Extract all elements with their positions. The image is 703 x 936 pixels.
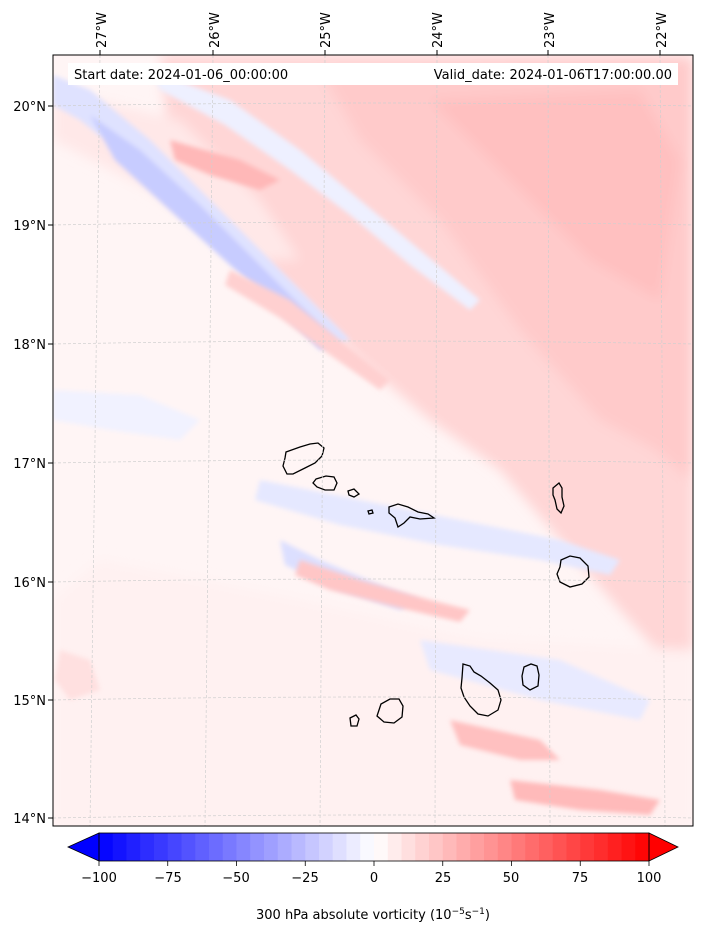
lat-label-18n: 18°N [13, 338, 46, 353]
latitude-labels: 20°N 19°N 18°N 17°N 16°N 15°N 14°N [13, 100, 53, 827]
island-brava [349, 714, 360, 727]
colorbar-segment [401, 833, 416, 861]
lat-label-14n: 14°N [13, 812, 46, 827]
colorbar: −100 −75 −50 −25 0 25 50 75 100 300 hPa … [67, 832, 679, 923]
lat-label-15n: 15°N [13, 694, 46, 709]
cbar-label-exp1: −5 [452, 907, 465, 917]
gridlines [53, 55, 693, 826]
cbar-tick-label: −75 [154, 871, 181, 886]
colorbar-extend-max [648, 832, 679, 862]
lat-label-19n: 19°N [13, 219, 46, 234]
longitude-labels: 27°W 26°W 25°W 24°W 23°W 22°W [95, 12, 670, 55]
date-annotation-box [68, 63, 678, 85]
colorbar-segment [222, 833, 237, 861]
lon-label-23w: 23°W [543, 12, 558, 48]
colorbar-segment [470, 833, 485, 861]
colorbar-ticks [98, 861, 650, 866]
colorbar-segment [429, 833, 444, 861]
lat-label-17n: 17°N [13, 457, 46, 472]
lon-label-22w: 22°W [655, 12, 670, 48]
colorbar-segment [99, 833, 114, 861]
colorbar-segment [580, 833, 595, 861]
colorbar-segment [236, 833, 251, 861]
colorbar-segment [209, 833, 224, 861]
colorbar-segment [607, 833, 622, 861]
island-maio [521, 663, 540, 691]
island-sal [552, 482, 565, 515]
colorbar-segment [442, 833, 457, 861]
cbar-label-end: ) [485, 908, 490, 923]
colorbar-segment [319, 833, 334, 861]
colorbar-extend-min [67, 832, 100, 862]
colorbar-segment [484, 833, 499, 861]
lat-label-16n: 16°N [13, 576, 46, 591]
colorbar-segment [456, 833, 471, 861]
colorbar-segment [497, 833, 512, 861]
colorbar-segment [305, 833, 320, 861]
colorbar-segment [181, 833, 196, 861]
colorbar-segment [594, 833, 609, 861]
lon-label-27w: 27°W [95, 12, 110, 48]
cbar-tick-label: 100 [637, 871, 662, 886]
colorbar-segment [167, 833, 182, 861]
coastlines [282, 442, 590, 727]
island-santa-luzia [347, 488, 361, 498]
colorbar-label: 300 hPa absolute vorticity (10−5s−1) [256, 907, 490, 923]
map-plot-area [53, 55, 693, 826]
island-santo-antao [282, 442, 325, 475]
colorbar-segment [415, 833, 430, 861]
island-santiago [460, 663, 502, 717]
colorbar-segment [112, 833, 127, 861]
colorbar-segment [264, 833, 279, 861]
colorbar-segment [126, 833, 141, 861]
island-fogo [376, 698, 404, 724]
start-date-text: Start date: 2024-01-06_00:00:00 [74, 68, 288, 83]
cbar-tick-label: −50 [222, 871, 249, 886]
cbar-label-main: 300 hPa absolute vorticity (10 [256, 908, 452, 923]
colorbar-segments [99, 833, 650, 861]
colorbar-segment [511, 833, 526, 861]
colorbar-segment [621, 833, 636, 861]
colorbar-segment [332, 833, 347, 861]
map-frame [52, 54, 694, 827]
colorbar-segment [360, 833, 375, 861]
cbar-tick-label: −25 [291, 871, 318, 886]
negative-vorticity-bands [53, 70, 650, 720]
colorbar-segment [374, 833, 389, 861]
cbar-tick-label: 0 [370, 871, 378, 886]
lon-label-24w: 24°W [431, 12, 446, 48]
cbar-tick-label: 75 [572, 871, 589, 886]
colorbar-segment [195, 833, 210, 861]
colorbar-tick-labels: −100 −75 −50 −25 0 25 50 75 100 [81, 871, 661, 886]
cbar-label-mid: s [465, 908, 472, 923]
lat-label-20n: 20°N [13, 100, 46, 115]
colorbar-segment [154, 833, 169, 861]
positive-vorticity-streaks [55, 140, 660, 815]
valid-date-text: Valid_date: 2024-01-06T17:00:00.00 [434, 68, 672, 83]
colorbar-segment [387, 833, 402, 861]
island-boa-vista [556, 555, 590, 588]
colorbar-segment [140, 833, 155, 861]
colorbar-segment [566, 833, 581, 861]
cbar-tick-label: 25 [435, 871, 452, 886]
island-sao-vicente [312, 475, 338, 491]
cbar-tick-label: 50 [503, 871, 520, 886]
date-annotation: Start date: 2024-01-06_00:00:00 Valid_da… [68, 63, 678, 85]
island-branco [367, 509, 374, 515]
cbar-tick-label: −100 [81, 871, 117, 886]
colorbar-segment [291, 833, 306, 861]
colorbar-segment [525, 833, 540, 861]
lon-label-25w: 25°W [319, 12, 334, 48]
colorbar-segment [635, 833, 650, 861]
colorbar-segment [346, 833, 361, 861]
colorbar-segment [552, 833, 567, 861]
colorbar-segment [277, 833, 292, 861]
island-sao-nicolau [388, 503, 436, 529]
lon-label-26w: 26°W [208, 12, 223, 48]
colorbar-segment [539, 833, 554, 861]
colorbar-segment [250, 833, 265, 861]
cbar-label-exp2: −1 [472, 907, 485, 917]
